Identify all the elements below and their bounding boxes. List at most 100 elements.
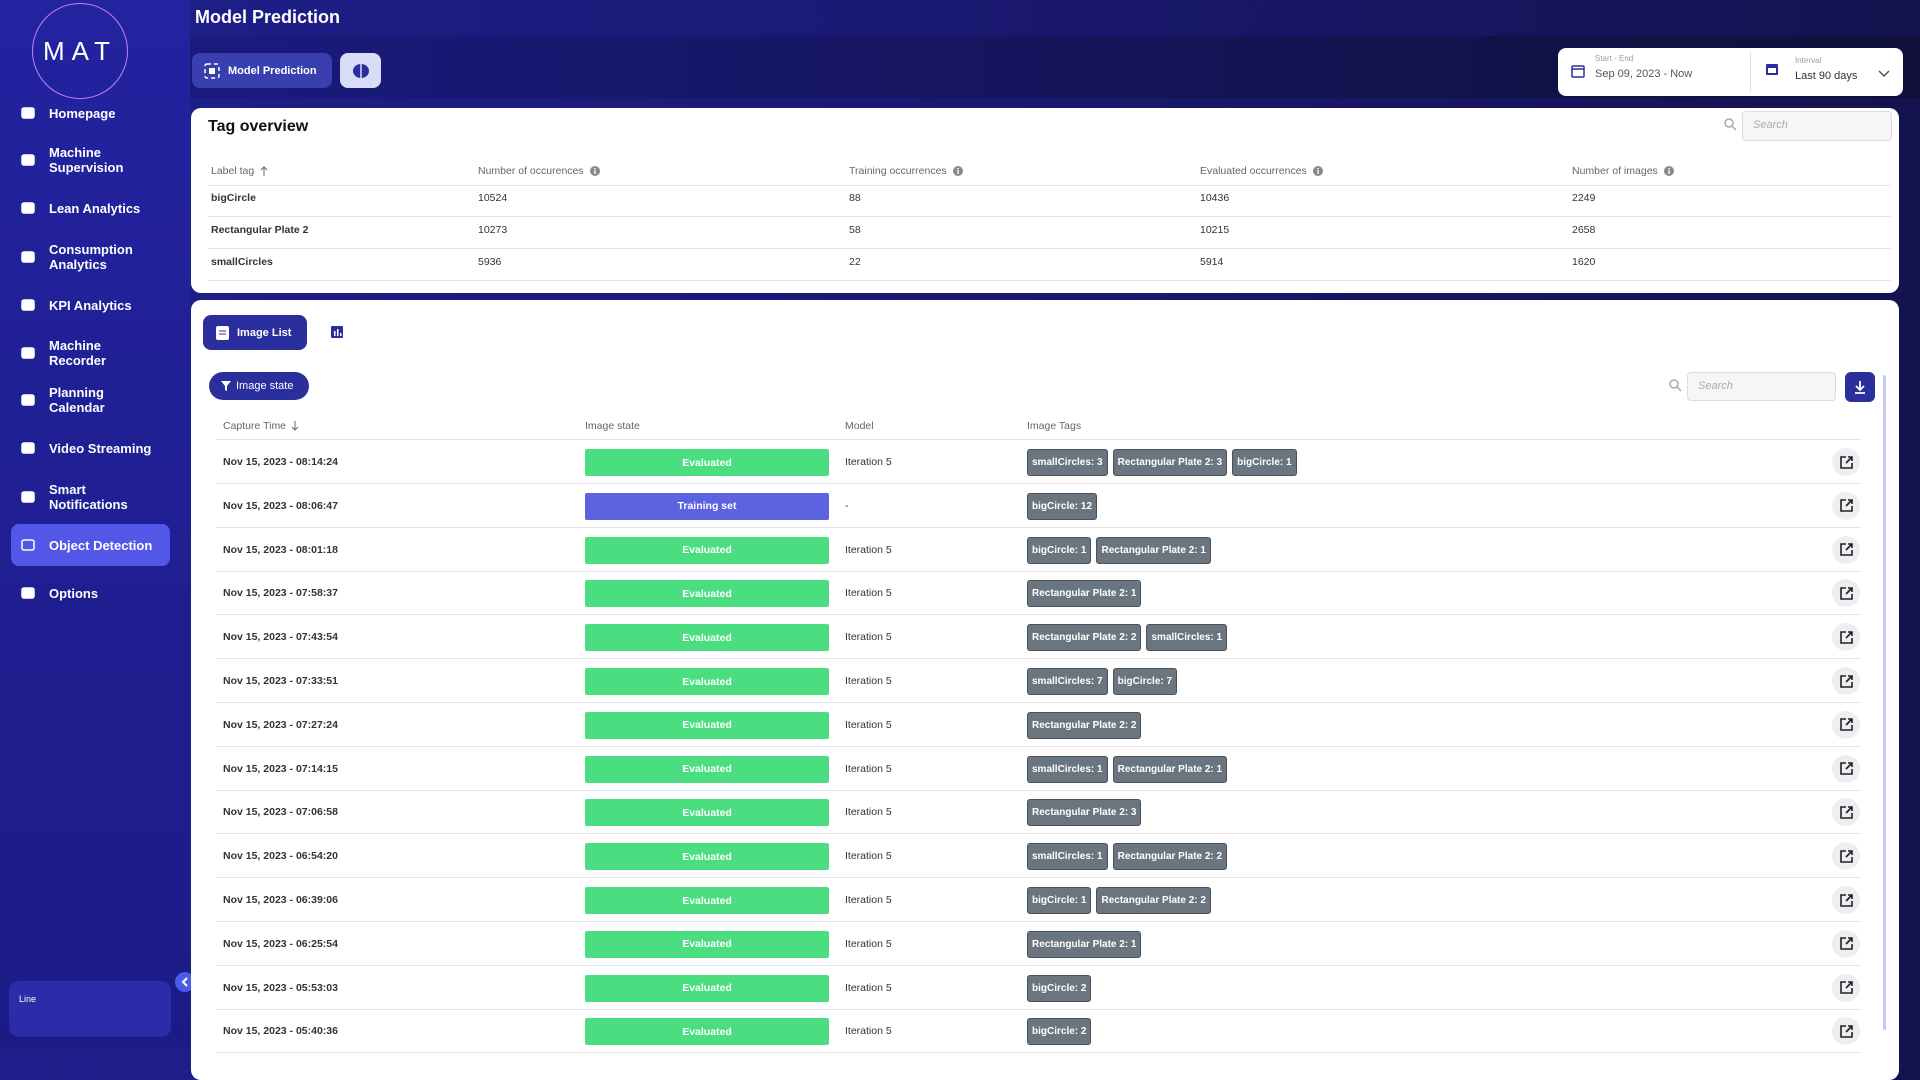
state-pill: Evaluated (585, 536, 829, 564)
nav-icon (21, 154, 35, 166)
model: Iteration 5 (845, 894, 892, 906)
row-divider (216, 789, 1861, 791)
tag-chip: bigCircle: 7 (1112, 668, 1178, 695)
nav-item[interactable]: Consumption Analytics (11, 236, 170, 278)
state-pill: Evaluated (585, 624, 829, 652)
tag-chip: bigCircle: 2 (1027, 974, 1092, 1002)
open-button[interactable] (1832, 886, 1860, 914)
column-label: Label tag (211, 165, 255, 177)
nav-item[interactable]: Lean Analytics (11, 187, 170, 229)
collapse-button[interactable] (175, 972, 195, 992)
tag-list: Rectangular Plate 2: 1 (1027, 930, 1146, 958)
nav-label: Object Detection (49, 537, 153, 553)
image-list-tab[interactable]: Image List (203, 315, 307, 350)
date-filter[interactable]: Start - End Sep 09, 2023 - Now Interval … (1558, 48, 1903, 96)
model: Iteration 5 (845, 850, 892, 863)
table-cell: 10436 (1200, 192, 1230, 204)
tag-list: bigCircle: 2 (1027, 974, 1096, 1002)
open-button[interactable] (1832, 535, 1860, 564)
model: Iteration 5 (845, 937, 892, 950)
column-header[interactable]: Number of images (1572, 165, 1674, 177)
nav-item[interactable]: Planning Calendar (11, 379, 170, 421)
info-icon (1312, 166, 1323, 176)
column-header[interactable]: Image Tags (1027, 420, 1081, 432)
calendar-icon (1766, 64, 1778, 75)
brain-tab[interactable] (340, 53, 381, 88)
tag-chip: bigCircle: 12 (1027, 492, 1098, 520)
open-button[interactable] (1832, 973, 1860, 1002)
column-header[interactable]: Number of occurences (478, 165, 600, 177)
download-button[interactable] (1845, 372, 1875, 402)
open-icon (1839, 718, 1853, 732)
model: Iteration 5 (845, 587, 892, 600)
capture-time: Nov 15, 2023 - 07:14:15 (223, 762, 338, 775)
open-button[interactable] (1832, 667, 1860, 695)
tag-chip: Rectangular Plate 2: 3 (1112, 449, 1228, 476)
model: Iteration 5 (845, 981, 892, 994)
scrollbar[interactable] (1883, 375, 1886, 1030)
model: Iteration 5 (845, 762, 892, 775)
nav-icon (21, 491, 35, 503)
tag-chip: smallCircles: 1 (1027, 755, 1108, 783)
open-icon (1839, 587, 1853, 600)
tag-list: Rectangular Plate 2: 1 (1027, 580, 1146, 608)
calendar-icon (1571, 65, 1585, 78)
state-pill: Evaluated (585, 887, 829, 914)
tag-list: smallCircles: 1 Rectangular Plate 2: 2 (1027, 843, 1232, 871)
nav-item[interactable]: Smart Notifications (11, 476, 170, 518)
column-header[interactable]: Label tag (211, 165, 268, 177)
column-header[interactable]: Image state (585, 420, 640, 432)
column-header[interactable]: Model (845, 420, 874, 432)
nav-item[interactable]: Homepage (11, 92, 170, 134)
state-pill: Evaluated (585, 930, 829, 958)
nav-label: Machine Recorder (49, 338, 107, 368)
row-divider (216, 526, 1861, 528)
filter-button[interactable]: Image state (209, 372, 309, 400)
column-label: Capture Time (223, 420, 287, 432)
capture-time: Nov 15, 2023 - 05:53:03 (223, 981, 338, 994)
line-selector[interactable]: Line (9, 981, 171, 1037)
open-button[interactable] (1832, 448, 1860, 476)
page-title: Model Prediction (195, 7, 341, 27)
nav-item[interactable]: Options (11, 572, 170, 614)
statistics-tab[interactable] (331, 326, 343, 338)
open-button[interactable] (1832, 579, 1860, 608)
state-pill: Evaluated (585, 1018, 829, 1046)
nav-item[interactable]: Machine Supervision (11, 139, 170, 181)
table-cell: 5936 (478, 256, 502, 268)
search-input[interactable]: Search (1687, 372, 1836, 401)
state-pill: Evaluated (585, 799, 829, 827)
table-cell: Rectangular Plate 2 (211, 224, 309, 236)
nav-icon (21, 539, 35, 551)
open-button[interactable] (1832, 710, 1860, 739)
column-header[interactable]: Evaluated occurrences (1200, 165, 1323, 177)
open-button[interactable] (1832, 491, 1860, 520)
nav-item[interactable]: Video Streaming (11, 427, 170, 469)
nav-item[interactable]: KPI Analytics (11, 284, 170, 326)
row-divider (216, 483, 1861, 484)
open-button[interactable] (1832, 754, 1860, 783)
logo[interactable]: MAT (32, 3, 128, 99)
row-divider (216, 570, 1861, 572)
capture-time: Nov 15, 2023 - 07:43:54 (223, 631, 338, 644)
row-divider (208, 248, 1891, 249)
nav-item[interactable]: Machine Recorder (11, 332, 170, 374)
open-button[interactable] (1832, 623, 1860, 652)
column-header[interactable]: Capture Time (223, 420, 299, 432)
nav-icon (21, 202, 35, 214)
open-button[interactable] (1832, 842, 1860, 871)
open-button[interactable] (1832, 929, 1860, 958)
open-button[interactable] (1832, 1017, 1860, 1046)
nav-item[interactable]: Object Detection (11, 524, 170, 566)
search-input[interactable]: Search (1742, 111, 1892, 141)
filter-label: Image state (236, 380, 294, 392)
tab-label: Model Prediction (228, 64, 317, 77)
filter-icon (221, 381, 231, 391)
table-cell: 5914 (1200, 256, 1224, 268)
open-button[interactable] (1832, 798, 1860, 827)
table-cell: 2658 (1572, 224, 1596, 236)
model-prediction-tab[interactable]: Model Prediction (192, 53, 332, 88)
open-icon (1839, 1025, 1853, 1038)
column-header[interactable]: Training occurrences (849, 165, 963, 177)
tab-icon (204, 62, 220, 79)
